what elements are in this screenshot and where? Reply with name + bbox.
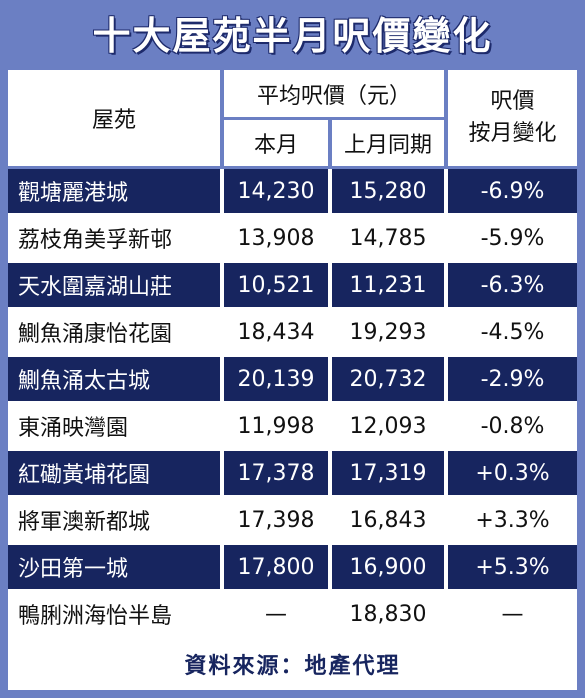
cell-estate: 鰂魚涌康怡花園 bbox=[8, 310, 220, 354]
cell-last-month: 16,900 bbox=[332, 545, 444, 589]
cell-change: -6.3% bbox=[448, 263, 577, 307]
cell-last-month: 18,830 bbox=[332, 592, 444, 636]
cell-last-month: 14,785 bbox=[332, 216, 444, 260]
price-table: 屋苑 平均呎價（元） 本月 上月同期 呎價 按月變化 觀塘麗港城 14,230 15… bbox=[8, 70, 577, 656]
header-estate: 屋苑 bbox=[8, 70, 220, 166]
cell-estate: 鴨脷洲海怡半島 bbox=[8, 592, 220, 636]
header-divider bbox=[328, 120, 332, 166]
cell-estate: 紅磡黃埔花園 bbox=[8, 451, 220, 495]
cell-estate: 東涌映灣園 bbox=[8, 404, 220, 448]
cell-estate: 荔枝角美孚新邨 bbox=[8, 216, 220, 260]
cell-last-month: 11,231 bbox=[332, 263, 444, 307]
source-note: 資料來源：地產代理 bbox=[8, 638, 577, 690]
cell-change: -0.8% bbox=[448, 404, 577, 448]
cell-this-month: 17,800 bbox=[224, 545, 328, 589]
cell-change: +3.3% bbox=[448, 498, 577, 542]
cell-this-month: 18,434 bbox=[224, 310, 328, 354]
cell-change: -5.9% bbox=[448, 216, 577, 260]
cell-this-month: 10,521 bbox=[224, 263, 328, 307]
cell-this-month: — bbox=[224, 592, 328, 636]
cell-estate: 鰂魚涌太古城 bbox=[8, 357, 220, 401]
cell-change: +5.3% bbox=[448, 545, 577, 589]
header-divider bbox=[224, 117, 444, 120]
cell-estate: 將軍澳新都城 bbox=[8, 498, 220, 542]
cell-estate: 觀塘麗港城 bbox=[8, 169, 220, 213]
header-this-month: 本月 bbox=[224, 120, 328, 166]
cell-last-month: 19,293 bbox=[332, 310, 444, 354]
header-divider bbox=[444, 70, 448, 166]
cell-last-month: 12,093 bbox=[332, 404, 444, 448]
cell-this-month: 17,378 bbox=[224, 451, 328, 495]
cell-last-month: 17,319 bbox=[332, 451, 444, 495]
cell-last-month: 20,732 bbox=[332, 357, 444, 401]
cell-estate: 天水圍嘉湖山莊 bbox=[8, 263, 220, 307]
cell-this-month: 13,908 bbox=[224, 216, 328, 260]
header-avg-price: 平均呎價（元） bbox=[224, 70, 444, 117]
cell-last-month: 16,843 bbox=[332, 498, 444, 542]
cell-change: — bbox=[448, 592, 577, 636]
cell-estate: 沙田第一城 bbox=[8, 545, 220, 589]
cell-change: +0.3% bbox=[448, 451, 577, 495]
cell-change: -2.9% bbox=[448, 357, 577, 401]
header-change-line2: 按月變化 bbox=[468, 121, 557, 146]
cell-this-month: 11,998 bbox=[224, 404, 328, 448]
header-change-line1: 呎價 bbox=[490, 89, 535, 114]
cell-change: -4.5% bbox=[448, 310, 577, 354]
cell-this-month: 14,230 bbox=[224, 169, 328, 213]
header-last-month: 上月同期 bbox=[332, 120, 444, 166]
header-divider bbox=[220, 70, 224, 166]
cell-last-month: 15,280 bbox=[332, 169, 444, 213]
chart-title: 十大屋苑半月呎價變化 bbox=[92, 14, 493, 58]
cell-this-month: 20,139 bbox=[224, 357, 328, 401]
cell-change: -6.9% bbox=[448, 169, 577, 213]
header-change: 呎價 按月變化 bbox=[448, 70, 577, 166]
cell-this-month: 17,398 bbox=[224, 498, 328, 542]
header-divider bbox=[8, 166, 577, 169]
